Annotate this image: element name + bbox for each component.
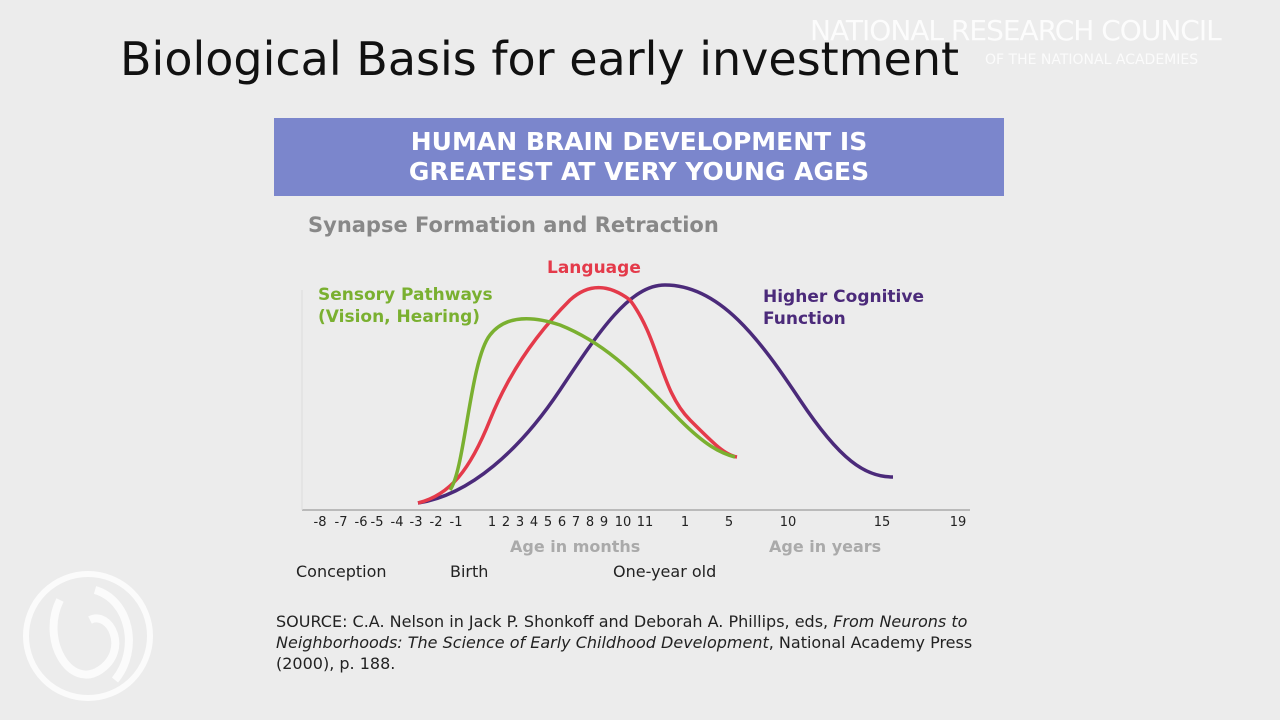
x-tick-label: -1 — [449, 515, 463, 530]
axis-title: Age in years — [769, 537, 882, 556]
x-tick-label: 9 — [599, 515, 609, 530]
source-text: , National Academy Press (2000), p. 188. — [276, 633, 973, 673]
logo — [23, 571, 153, 701]
x-tick-label: 1 — [487, 515, 497, 530]
x-tick-label: 10 — [779, 515, 797, 530]
label-line: Sensory Pathways — [318, 285, 493, 305]
sensory-curve — [448, 317, 736, 492]
milestone: One-year old — [613, 562, 717, 581]
x-tick-label: 8 — [585, 515, 595, 530]
source-note: SOURCE: C.A. Nelson in Jack P. Shonkoff … — [276, 611, 1006, 674]
x-tick-label: 1 — [680, 515, 690, 530]
x-tick-label: 2 — [501, 515, 511, 530]
label-line: Function — [763, 309, 846, 329]
watermark: NATIONAL RESEARCH COUNCIL — [810, 14, 1222, 47]
watermark: OF THE NATIONAL ACADEMIES — [985, 52, 1199, 68]
figure-subtitle: Synapse Formation and Retraction — [308, 213, 719, 237]
cognitive-curve — [417, 283, 894, 505]
milestone: Conception — [296, 562, 387, 581]
x-tick-label: 15 — [873, 515, 891, 530]
x-tick-label: 5 — [543, 515, 553, 530]
cognitive-label: Higher Cognitive Function — [763, 286, 924, 330]
source-text: SOURCE: C.A. Nelson in Jack P. Shonkoff … — [276, 612, 834, 631]
banner-background — [274, 118, 1004, 196]
x-tick-label: 19 — [949, 515, 967, 530]
sensory-label: Sensory Pathways (Vision, Hearing) — [318, 284, 493, 328]
x-tick-label: 5 — [724, 515, 734, 530]
x-tick-label: 7 — [571, 515, 581, 530]
language-label: Language — [547, 258, 641, 278]
banner-line: GREATEST AT VERY YOUNG AGES — [409, 157, 869, 186]
source-title: From Neurons to Neighborhoods: The Scien… — [276, 612, 968, 652]
label-line: Higher Cognitive — [763, 287, 924, 307]
x-tick-label: 4 — [529, 515, 539, 530]
x-tick-label: 3 — [515, 515, 525, 530]
x-tick-label: -4 — [390, 515, 404, 530]
x-tick-label: -8 — [313, 515, 327, 530]
milestone: Birth — [450, 562, 489, 581]
x-tick-label: -5 — [370, 515, 384, 530]
x-tick-label: 11 — [636, 515, 654, 530]
x-tick-label: -3 — [409, 515, 423, 530]
x-tick-label: 6 — [557, 515, 567, 530]
x-tick-label: -6 — [354, 515, 368, 530]
language-curve — [417, 285, 738, 505]
slide-title: Biological Basis for early investment — [120, 32, 960, 86]
banner-line: HUMAN BRAIN DEVELOPMENT IS — [411, 127, 867, 156]
axis-title: Age in months — [510, 537, 641, 556]
label-line: (Vision, Hearing) — [318, 307, 481, 327]
x-tick-label: -2 — [429, 515, 443, 530]
x-tick-label: -7 — [334, 515, 348, 530]
x-tick-label: 10 — [614, 515, 632, 530]
